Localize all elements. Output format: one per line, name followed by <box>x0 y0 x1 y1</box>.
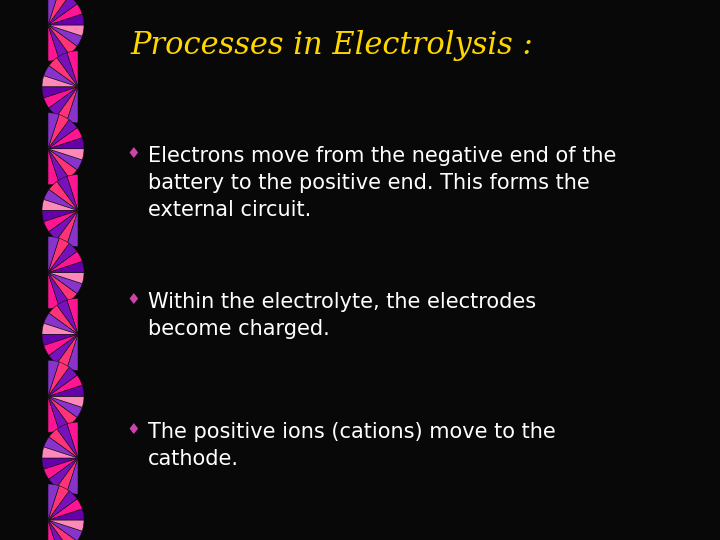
Wedge shape <box>48 148 84 160</box>
Wedge shape <box>48 120 77 148</box>
Wedge shape <box>67 422 78 458</box>
Wedge shape <box>67 299 78 334</box>
Text: ♦: ♦ <box>126 292 140 307</box>
Wedge shape <box>48 396 69 430</box>
Wedge shape <box>49 211 78 240</box>
Wedge shape <box>42 87 78 98</box>
Wedge shape <box>67 87 78 123</box>
Wedge shape <box>48 367 77 396</box>
Wedge shape <box>48 148 59 185</box>
Wedge shape <box>48 25 84 36</box>
Wedge shape <box>44 437 78 458</box>
Wedge shape <box>44 313 78 334</box>
Wedge shape <box>48 520 84 531</box>
Wedge shape <box>48 244 77 273</box>
Wedge shape <box>48 484 59 520</box>
Text: Electrons move from the negative end of the
battery to the positive end. This fo: Electrons move from the negative end of … <box>148 146 616 220</box>
Wedge shape <box>48 273 69 307</box>
Text: Processes in Electrolysis :: Processes in Electrolysis : <box>130 30 533 61</box>
Text: ♦: ♦ <box>126 146 140 161</box>
Wedge shape <box>57 177 78 211</box>
Wedge shape <box>67 334 78 370</box>
Wedge shape <box>57 211 78 245</box>
Wedge shape <box>44 334 78 355</box>
Wedge shape <box>48 362 69 396</box>
Wedge shape <box>44 66 78 87</box>
Wedge shape <box>48 273 82 294</box>
Wedge shape <box>49 305 78 334</box>
Wedge shape <box>48 375 82 396</box>
Wedge shape <box>57 300 78 334</box>
Wedge shape <box>49 429 78 458</box>
Wedge shape <box>48 25 82 46</box>
Wedge shape <box>48 520 77 540</box>
Wedge shape <box>48 396 84 407</box>
Text: The positive ions (cations) move to the
cathode.: The positive ions (cations) move to the … <box>148 422 556 469</box>
Wedge shape <box>57 424 78 458</box>
Wedge shape <box>48 520 82 540</box>
Wedge shape <box>48 251 82 273</box>
Wedge shape <box>48 14 84 25</box>
Wedge shape <box>48 0 69 25</box>
Wedge shape <box>67 51 78 87</box>
Wedge shape <box>48 261 84 273</box>
Wedge shape <box>42 447 78 458</box>
Wedge shape <box>48 114 69 148</box>
Wedge shape <box>42 76 78 87</box>
Wedge shape <box>48 148 82 170</box>
Wedge shape <box>48 25 69 59</box>
Wedge shape <box>42 323 78 334</box>
Wedge shape <box>48 273 77 302</box>
Wedge shape <box>48 148 77 178</box>
Wedge shape <box>48 520 59 540</box>
Wedge shape <box>67 211 78 247</box>
Wedge shape <box>48 127 82 149</box>
Wedge shape <box>48 25 77 54</box>
Wedge shape <box>48 0 59 25</box>
Wedge shape <box>44 190 78 211</box>
Wedge shape <box>48 360 59 396</box>
Wedge shape <box>48 396 59 432</box>
Wedge shape <box>49 458 78 487</box>
Wedge shape <box>48 113 59 148</box>
Wedge shape <box>48 396 77 426</box>
Wedge shape <box>48 491 77 520</box>
Wedge shape <box>48 148 69 183</box>
Wedge shape <box>48 396 82 417</box>
Wedge shape <box>49 87 78 116</box>
Wedge shape <box>48 385 84 396</box>
Wedge shape <box>42 458 78 469</box>
Wedge shape <box>48 486 69 520</box>
Wedge shape <box>42 334 78 346</box>
Wedge shape <box>49 181 78 211</box>
Wedge shape <box>48 273 59 308</box>
Wedge shape <box>48 509 84 520</box>
Wedge shape <box>57 334 78 369</box>
Wedge shape <box>42 211 78 222</box>
Wedge shape <box>49 334 78 363</box>
Wedge shape <box>57 458 78 492</box>
Wedge shape <box>48 138 84 148</box>
Wedge shape <box>48 4 82 25</box>
Wedge shape <box>57 87 78 121</box>
Wedge shape <box>44 87 78 108</box>
Wedge shape <box>48 25 59 61</box>
Text: Within the electrolyte, the electrodes
become charged.: Within the electrolyte, the electrodes b… <box>148 292 536 339</box>
Wedge shape <box>48 520 69 540</box>
Wedge shape <box>48 0 77 25</box>
Wedge shape <box>48 273 84 284</box>
Wedge shape <box>49 58 78 87</box>
Wedge shape <box>48 238 69 273</box>
Wedge shape <box>48 499 82 520</box>
Text: ♦: ♦ <box>126 422 140 437</box>
Wedge shape <box>44 211 78 232</box>
Wedge shape <box>44 458 78 480</box>
Wedge shape <box>67 174 78 211</box>
Wedge shape <box>48 237 59 273</box>
Wedge shape <box>67 458 78 494</box>
Wedge shape <box>42 199 78 211</box>
Wedge shape <box>57 52 78 87</box>
